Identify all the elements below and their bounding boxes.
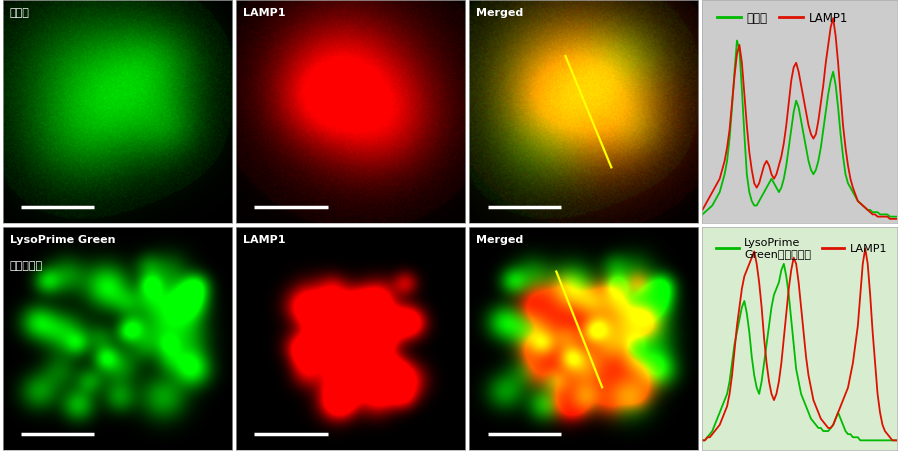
Text: Merged: Merged xyxy=(476,234,523,244)
Text: 既存品: 既存品 xyxy=(10,8,30,18)
Text: LAMP1: LAMP1 xyxy=(243,234,285,244)
Text: （本製品）: （本製品） xyxy=(10,261,42,271)
Text: LysoPrime Green: LysoPrime Green xyxy=(10,234,115,244)
Legend: LysoPrime
Green（本製品）, LAMP1: LysoPrime Green（本製品）, LAMP1 xyxy=(712,233,892,263)
Text: Merged: Merged xyxy=(476,8,523,18)
Legend: 既存品, LAMP1: 既存品, LAMP1 xyxy=(712,7,853,30)
Text: LAMP1: LAMP1 xyxy=(243,8,285,18)
